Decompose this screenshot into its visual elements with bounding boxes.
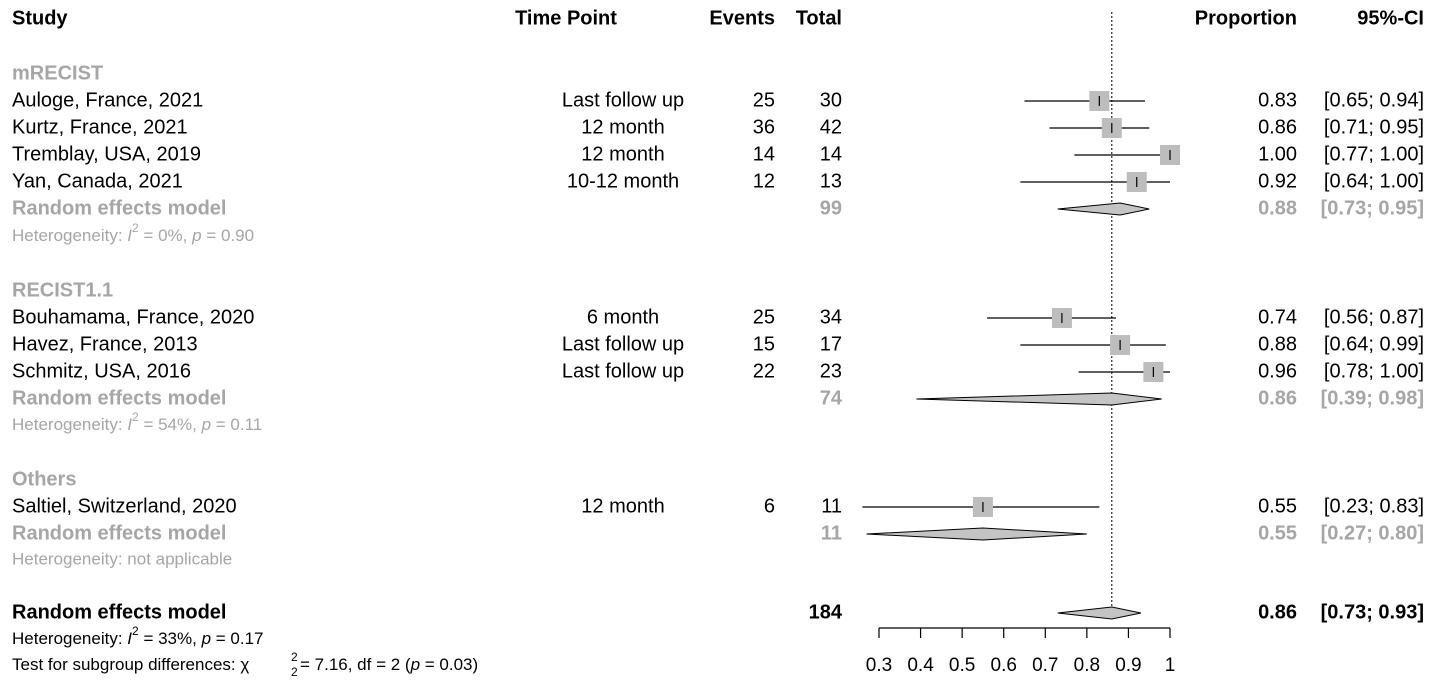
subgroup-test-sup: 2 [291, 650, 298, 664]
study-events: 36 [753, 116, 775, 138]
study-total: 11 [821, 495, 842, 517]
study-name: Yan, Canada, 2021 [12, 170, 183, 192]
study-total: 30 [820, 89, 842, 111]
study-time-point: 6 month [587, 306, 659, 328]
study-total: 42 [820, 116, 842, 138]
pooled-proportion: 0.86 [1258, 387, 1297, 409]
header-events: Events [709, 7, 775, 29]
x-tick-label: 0.6 [991, 655, 1017, 676]
study-name: Tremblay, USA, 2019 [12, 143, 201, 165]
study-time-point: 12 month [581, 143, 664, 165]
study-time-point: Last follow up [562, 360, 684, 382]
study-events: 22 [753, 360, 775, 382]
header-total: Total [796, 7, 842, 29]
study-proportion: 0.74 [1258, 306, 1297, 328]
overall-label: Random effects model [12, 601, 226, 623]
pooled-diamond [916, 392, 1162, 406]
pooled-total: 99 [820, 197, 842, 219]
study-name: Saltiel, Switzerland, 2020 [12, 495, 237, 517]
study-proportion: 0.92 [1258, 170, 1297, 192]
pooled-diamond [866, 527, 1087, 541]
study-proportion: 0.88 [1258, 333, 1297, 355]
study-proportion: 0.96 [1258, 360, 1297, 382]
overall-diamond [1057, 606, 1142, 620]
pooled-ci: [0.27; 0.80] [1321, 522, 1424, 544]
study-time-point: 10-12 month [567, 170, 679, 192]
subgroup-label: mRECIST [12, 62, 103, 84]
pooled-label: Random effects model [12, 387, 226, 409]
study-events: 15 [753, 333, 775, 355]
subgroup-label: RECIST1.1 [12, 279, 113, 301]
study-total: 23 [820, 360, 842, 382]
study-ci: [0.77; 1.00] [1324, 143, 1424, 165]
study-proportion: 0.55 [1258, 495, 1297, 517]
study-total: 13 [820, 170, 842, 192]
heterogeneity: Heterogeneity: I2 = 54%, p = 0.11 [12, 410, 262, 434]
study-name: Kurtz, France, 2021 [12, 116, 188, 138]
x-tick-label: 0.9 [1115, 655, 1141, 676]
header-proportion: Proportion [1195, 7, 1297, 29]
x-tick-label: 0.8 [1074, 655, 1100, 676]
pooled-ci: [0.39; 0.98] [1321, 387, 1424, 409]
subgroup-label: Others [12, 468, 76, 490]
x-tick-label: 0.5 [949, 655, 975, 676]
subgroup-test-sub: 2 [291, 665, 298, 679]
overall-proportion: 0.86 [1258, 601, 1297, 623]
pooled-total: 11 [821, 522, 842, 544]
x-tick-label: 1 [1165, 655, 1176, 676]
study-ci: [0.64; 1.00] [1324, 170, 1424, 192]
study-events: 14 [753, 143, 775, 165]
pooled-proportion: 0.88 [1258, 197, 1297, 219]
study-name: Bouhamama, France, 2020 [12, 306, 254, 328]
header-ci: 95%-CI [1357, 7, 1424, 29]
pooled-proportion: 0.55 [1258, 522, 1297, 544]
study-ci: [0.71; 0.95] [1324, 116, 1424, 138]
subgroup-test: Test for subgroup differences: χ [12, 655, 249, 674]
heterogeneity: Heterogeneity: not applicable [12, 549, 232, 568]
pooled-ci: [0.73; 0.95] [1321, 197, 1424, 219]
study-time-point: 12 month [581, 495, 664, 517]
study-total: 17 [820, 333, 842, 355]
overall-heterogeneity: Heterogeneity: I2 = 33%, p = 0.17 [12, 624, 264, 648]
study-events: 25 [753, 306, 775, 328]
study-ci: [0.65; 0.94] [1324, 89, 1424, 111]
overall-ci: [0.73; 0.93] [1321, 601, 1424, 623]
study-total: 34 [820, 306, 842, 328]
pooled-label: Random effects model [12, 522, 226, 544]
x-tick-label: 0.3 [866, 655, 892, 676]
pooled-total: 74 [820, 387, 843, 409]
x-tick-label: 0.7 [1032, 655, 1058, 676]
study-ci: [0.78; 1.00] [1324, 360, 1424, 382]
study-time-point: Last follow up [562, 89, 684, 111]
study-events: 25 [753, 89, 775, 111]
header-time-point: Time Point [515, 7, 617, 29]
pooled-diamond [1057, 202, 1150, 216]
study-name: Havez, France, 2013 [12, 333, 198, 355]
pooled-label: Random effects model [12, 197, 226, 219]
study-ci: [0.64; 0.99] [1324, 333, 1424, 355]
study-events: 6 [764, 495, 775, 517]
x-tick-label: 0.4 [907, 655, 934, 676]
header-study: Study [12, 7, 68, 29]
study-name: Schmitz, USA, 2016 [12, 360, 191, 382]
study-total: 14 [820, 143, 842, 165]
study-name: Auloge, France, 2021 [12, 89, 203, 111]
overall-total: 184 [809, 601, 843, 623]
subgroup-test-rest: = 7.16, df = 2 (p = 0.03) [300, 655, 478, 674]
study-time-point: Last follow up [562, 333, 684, 355]
study-time-point: 12 month [581, 116, 664, 138]
study-proportion: 0.83 [1258, 89, 1297, 111]
heterogeneity: Heterogeneity: I2 = 0%, p = 0.90 [12, 221, 254, 245]
study-events: 12 [753, 170, 775, 192]
study-ci: [0.23; 0.83] [1324, 495, 1424, 517]
study-proportion: 1.00 [1258, 143, 1297, 165]
study-proportion: 0.86 [1258, 116, 1297, 138]
study-ci: [0.56; 0.87] [1324, 306, 1424, 328]
